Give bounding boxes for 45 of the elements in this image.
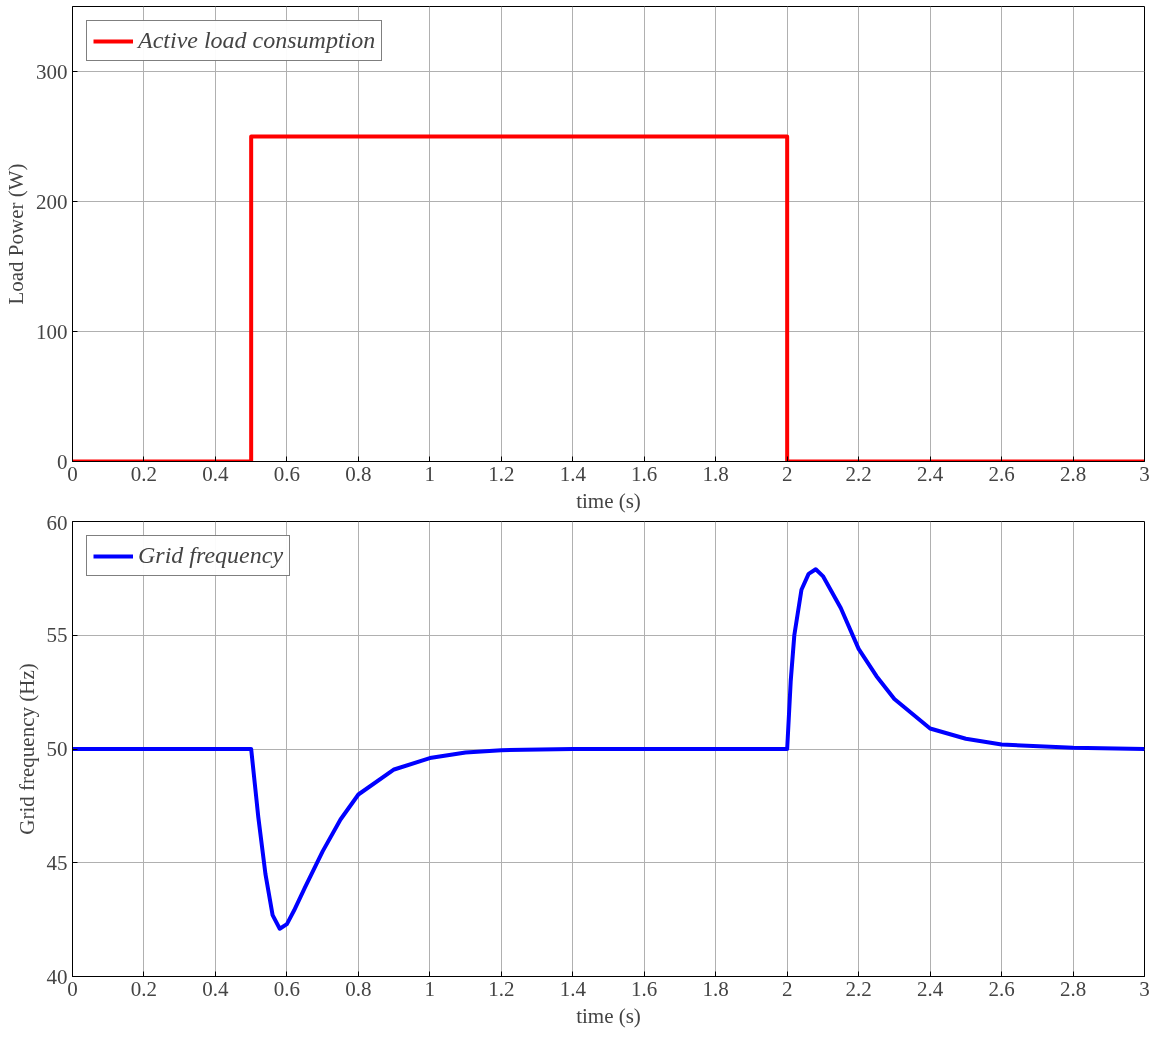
y-axis-title: Load Power (W) — [4, 163, 28, 305]
x-tick-label: 1.6 — [631, 976, 658, 1001]
x-tick-label: 2.4 — [916, 461, 944, 486]
legend-label: Active load consumption — [138, 27, 376, 54]
x-tick-label: 0.4 — [202, 976, 230, 1001]
y-tick-label: 50 — [46, 737, 68, 761]
x-axis-title: time (s) — [576, 488, 641, 513]
x-tick-label: 0.2 — [130, 976, 158, 1001]
x-tick-label: 2 — [781, 461, 793, 486]
legend-label: Grid frequency — [138, 542, 284, 569]
x-tick-label: 0.8 — [345, 976, 372, 1001]
x-tick-label: 2.2 — [845, 976, 872, 1001]
y-tick-label: 60 — [46, 510, 68, 535]
y-tick-label: 45 — [46, 850, 68, 875]
x-tick-label: 2.8 — [1059, 976, 1087, 1001]
x-tick-label: 1.8 — [702, 461, 729, 486]
x-tick-label: 1.4 — [559, 976, 587, 1001]
y-tick-label: 200 — [36, 189, 68, 214]
x-tick-label: 1.2 — [488, 461, 515, 486]
y-tick-label: 40 — [46, 964, 68, 989]
x-tick-label: 0.8 — [345, 461, 372, 486]
y-tick-label: 55 — [46, 623, 68, 648]
x-tick-label: 2 — [781, 976, 793, 1001]
x-tick-label: 2.6 — [988, 976, 1015, 1001]
x-tick-label: 0.6 — [273, 461, 301, 486]
x-tick-label: 2.2 — [845, 461, 872, 486]
line-series — [72, 567, 1145, 931]
x-tick-label: 1.4 — [559, 461, 587, 486]
x-tick-label: 1.8 — [702, 976, 729, 1001]
x-tick-label: 2.6 — [988, 461, 1015, 486]
y-axis-title: Grid frequency (Hz) — [14, 663, 39, 835]
x-tick-label: 3 — [1139, 461, 1150, 486]
x-tick-label: 1 — [424, 461, 436, 486]
x-tick-label: 0.4 — [202, 461, 230, 486]
x-tick-label: 2.8 — [1059, 461, 1087, 486]
y-tick-label: 100 — [36, 319, 68, 344]
x-tick-label: 1.2 — [488, 976, 515, 1001]
x-tick-label: 0.2 — [130, 461, 158, 486]
x-tick-label: 1 — [424, 976, 436, 1001]
x-tick-label: 3 — [1139, 976, 1150, 1001]
x-tick-label: 2.4 — [916, 976, 944, 1001]
x-tick-label: 0.6 — [273, 976, 301, 1001]
y-tick-label: 300 — [36, 59, 68, 84]
x-tick-label: 1.6 — [631, 461, 658, 486]
x-axis-title: time (s) — [576, 1003, 641, 1028]
